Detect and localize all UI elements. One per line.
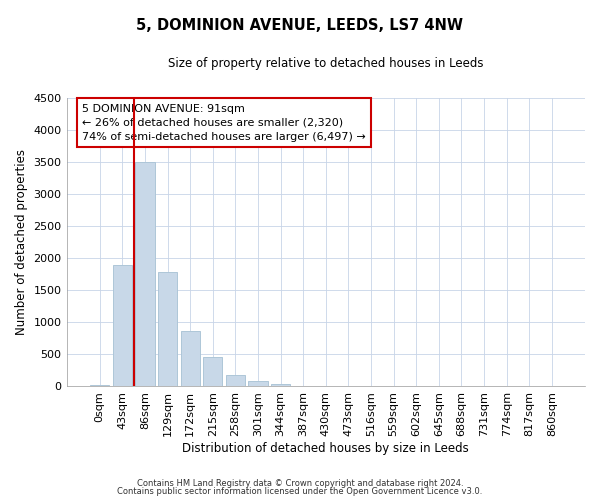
- Bar: [226, 375, 245, 386]
- Bar: [248, 380, 268, 386]
- Text: Contains public sector information licensed under the Open Government Licence v3: Contains public sector information licen…: [118, 487, 482, 496]
- Bar: [113, 264, 132, 386]
- X-axis label: Distribution of detached houses by size in Leeds: Distribution of detached houses by size …: [182, 442, 469, 455]
- Bar: [203, 357, 223, 386]
- Bar: [90, 384, 109, 386]
- Y-axis label: Number of detached properties: Number of detached properties: [15, 150, 28, 336]
- Bar: [271, 384, 290, 386]
- Text: Contains HM Land Registry data © Crown copyright and database right 2024.: Contains HM Land Registry data © Crown c…: [137, 478, 463, 488]
- Bar: [158, 272, 177, 386]
- Bar: [181, 332, 200, 386]
- Title: Size of property relative to detached houses in Leeds: Size of property relative to detached ho…: [168, 58, 484, 70]
- Text: 5, DOMINION AVENUE, LEEDS, LS7 4NW: 5, DOMINION AVENUE, LEEDS, LS7 4NW: [137, 18, 464, 32]
- Bar: [136, 162, 155, 386]
- Text: 5 DOMINION AVENUE: 91sqm
← 26% of detached houses are smaller (2,320)
74% of sem: 5 DOMINION AVENUE: 91sqm ← 26% of detach…: [82, 104, 366, 142]
